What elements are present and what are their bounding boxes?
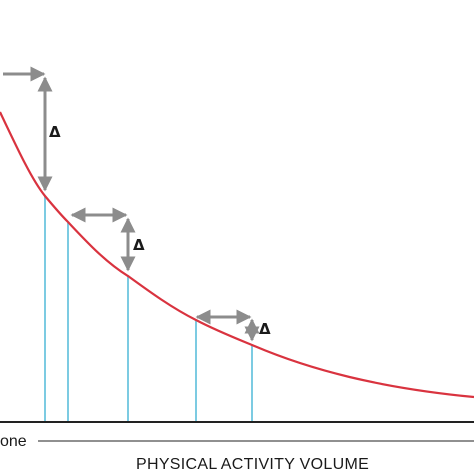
delta-label: Δ [259,320,271,338]
delta-label: Δ [49,123,61,141]
x-axis-start-label: one [0,433,27,450]
drop-lines [44,196,253,422]
vertical-arrows [37,76,260,342]
response-curve [0,111,474,399]
x-axis-label: PHYSICAL ACTIVITY VOLUME [136,456,369,473]
delta-label: Δ [133,236,145,254]
horizontal-arrows [3,66,252,325]
